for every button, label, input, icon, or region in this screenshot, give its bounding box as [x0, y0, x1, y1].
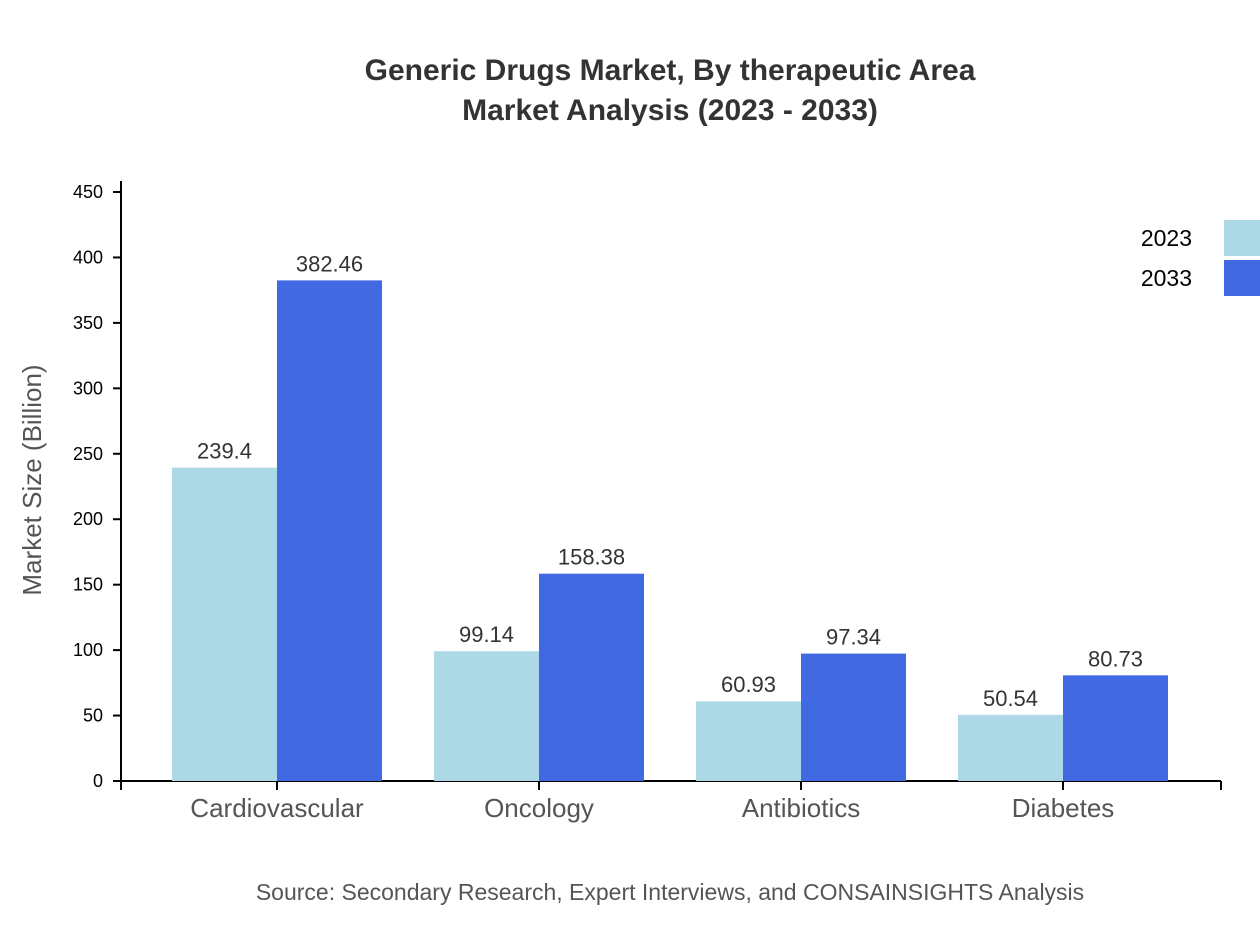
data-label: 97.34	[826, 625, 881, 650]
source-note: Source: Secondary Research, Expert Inter…	[256, 879, 1084, 905]
x-tick-label: Antibiotics	[742, 793, 861, 823]
data-label: 60.93	[721, 672, 776, 697]
bar-2033-diabetes	[1063, 675, 1168, 781]
data-label: 158.38	[558, 545, 625, 570]
legend-label: 2033	[1141, 265, 1192, 291]
y-tick-label: 200	[73, 509, 103, 529]
y-tick-label: 0	[93, 771, 103, 791]
y-tick-label: 250	[73, 444, 103, 464]
bar-2023-diabetes	[958, 714, 1063, 781]
x-tick-label: Oncology	[484, 793, 594, 823]
legend-swatch-2023	[1224, 220, 1260, 256]
y-tick-label: 150	[73, 575, 103, 595]
data-label: 80.73	[1088, 646, 1143, 671]
y-tick-label: 400	[73, 247, 103, 267]
bar-2023-oncology	[434, 651, 539, 781]
y-tick-label: 350	[73, 313, 103, 333]
x-tick-label: Diabetes	[1012, 793, 1115, 823]
data-label: 50.54	[983, 686, 1038, 711]
y-tick-label: 100	[73, 640, 103, 660]
chart-subtitle: Market Analysis (2023 - 2033)	[462, 94, 878, 127]
bar-2023-cardiovascular	[172, 467, 277, 781]
bar-2023-antibiotics	[696, 701, 801, 781]
data-label: 239.4	[197, 439, 252, 464]
bar-2033-oncology	[539, 573, 644, 781]
chart-title: Generic Drugs Market, By therapeutic Are…	[365, 54, 976, 87]
x-tick-label: Cardiovascular	[190, 793, 364, 823]
legend-label: 2023	[1141, 225, 1192, 251]
y-tick-label: 450	[73, 182, 103, 202]
bar-2033-antibiotics	[801, 653, 906, 781]
data-label: 382.46	[296, 251, 363, 276]
bar-2033-cardiovascular	[277, 280, 382, 781]
y-tick-label: 50	[83, 706, 103, 726]
y-axis-label: Market Size (Billion)	[17, 364, 47, 595]
legend-swatch-2033	[1224, 260, 1260, 296]
data-label: 99.14	[459, 622, 514, 647]
y-tick-label: 300	[73, 378, 103, 398]
